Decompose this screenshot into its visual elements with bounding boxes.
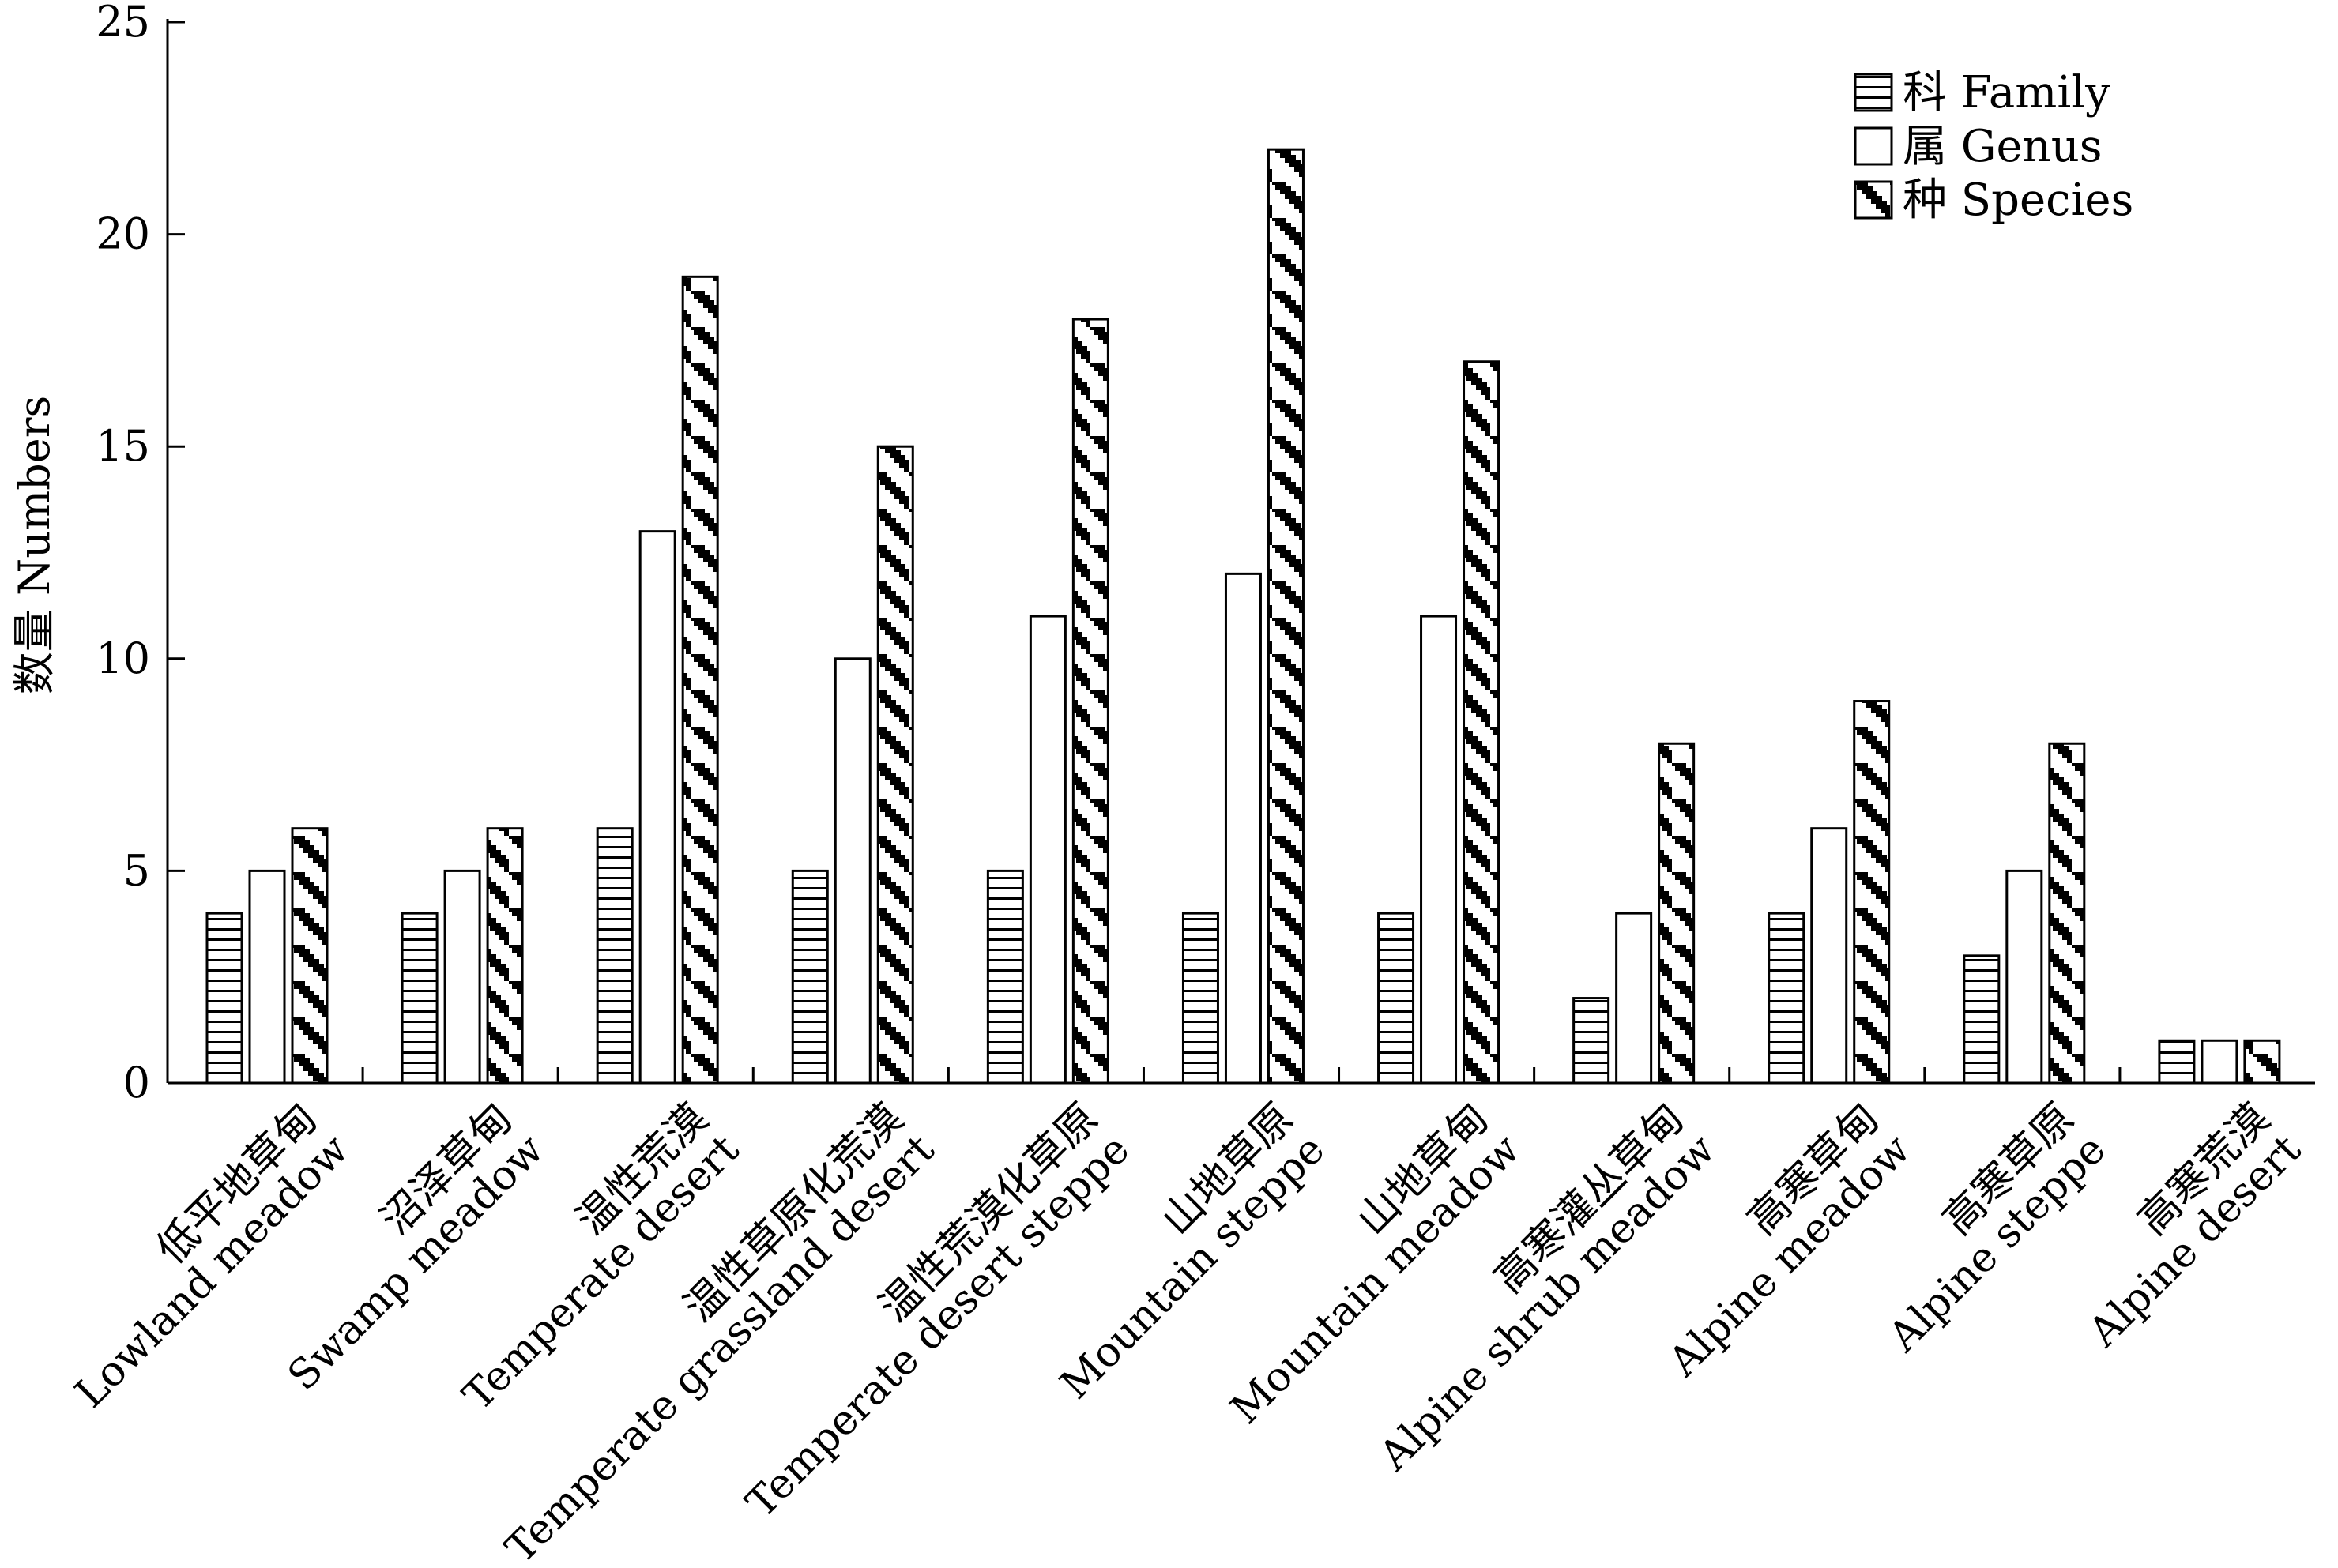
bar-family-9 [1768, 912, 1805, 1085]
bar-family-2 [401, 912, 439, 1085]
x-category-label-en: Temperate grassland desert [497, 1126, 943, 1568]
bar-family-5 [986, 869, 1024, 1085]
bar-species-1 [291, 827, 329, 1085]
bar-genus-11 [2201, 1039, 2238, 1085]
y-tick-label: 25 [96, 0, 150, 47]
legend-label-species: 种 Species [1903, 175, 2133, 226]
bar-genus-1 [248, 869, 286, 1085]
bar-genus-4 [834, 657, 872, 1085]
bar-species-3 [681, 275, 719, 1085]
bar-species-10 [2048, 742, 2086, 1085]
bar-family-7 [1377, 912, 1415, 1085]
bar-family-8 [1572, 997, 1610, 1085]
bar-genus-3 [638, 530, 676, 1085]
bar-genus-7 [1420, 615, 1458, 1085]
y-tick-label: 10 [96, 634, 150, 683]
bar-species-9 [1853, 700, 1891, 1085]
bar-species-6 [1267, 148, 1305, 1085]
bar-family-6 [1181, 912, 1219, 1085]
legend-label-genus: 属 Genus [1903, 121, 2103, 172]
bar-genus-2 [443, 869, 481, 1085]
bar-species-8 [1658, 742, 1696, 1085]
y-axis-title: 数量 Numbers [9, 396, 59, 694]
bar-genus-9 [1810, 827, 1848, 1085]
bar-genus-10 [2005, 869, 2043, 1085]
bar-species-2 [486, 827, 524, 1085]
y-tick-label: 5 [123, 845, 150, 895]
legend-label-family: 科 Family [1903, 67, 2110, 118]
bar-genus-6 [1224, 572, 1262, 1085]
legend-swatch-species [1854, 180, 1893, 220]
bar-family-11 [2158, 1039, 2196, 1085]
bar-family-10 [1963, 954, 2001, 1085]
bar-genus-5 [1029, 615, 1067, 1085]
bar-species-7 [1463, 360, 1500, 1085]
bar-family-1 [205, 912, 243, 1085]
axes-layer: 0 5 10 15 20 25 数量 Numbers [9, 0, 2315, 1107]
y-tick-label: 20 [96, 209, 150, 259]
bar-genus-8 [1615, 912, 1653, 1085]
bar-family-4 [791, 869, 829, 1085]
legend-swatch-genus [1854, 126, 1893, 166]
y-tick-label: 0 [123, 1058, 150, 1107]
bar-family-3 [596, 827, 634, 1085]
bar-species-5 [1071, 318, 1109, 1085]
bars-layer [205, 148, 2281, 1085]
y-tick-label: 15 [96, 421, 150, 471]
bar-species-11 [2243, 1039, 2281, 1085]
legend-swatch-family [1854, 73, 1893, 112]
bar-species-4 [876, 445, 914, 1085]
